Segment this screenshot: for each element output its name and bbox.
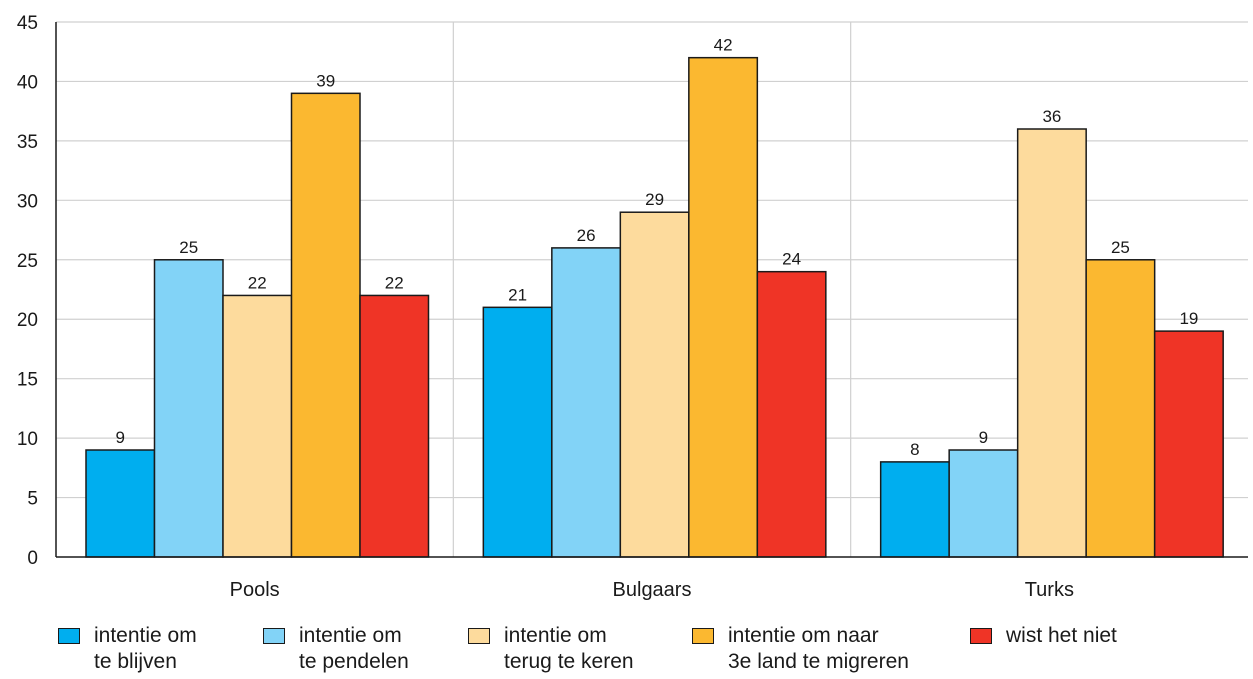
legend-swatch xyxy=(263,628,285,644)
bar xyxy=(153,259,224,558)
x-tick-label: Pools xyxy=(230,579,280,601)
legend-label: intentie om te pendelen xyxy=(299,624,409,673)
legend-label: intentie om te blijven xyxy=(94,624,197,673)
bar xyxy=(688,56,759,558)
data-label: 21 xyxy=(508,285,527,304)
legend-label: intentie om terug te keren xyxy=(504,624,634,673)
bar xyxy=(1085,259,1156,558)
y-tick-label: 15 xyxy=(17,370,38,391)
legend-item: intentie om naar 3e land te migreren xyxy=(692,623,909,675)
bar xyxy=(222,294,293,558)
y-tick-label: 40 xyxy=(17,72,38,93)
legend-label: intentie om naar 3e land te migreren xyxy=(728,624,909,673)
data-label: 8 xyxy=(910,440,919,459)
legend-swatch xyxy=(468,628,490,644)
y-tick-label: 5 xyxy=(27,489,38,510)
data-label: 9 xyxy=(116,428,125,447)
bar xyxy=(879,461,950,558)
data-label: 9 xyxy=(979,428,988,447)
legend-item: intentie om terug te keren xyxy=(468,623,634,675)
bar xyxy=(756,270,827,558)
x-axis: Pools Bulgaars Turks xyxy=(55,22,1248,601)
bar xyxy=(619,211,690,558)
x-tick-label: Bulgaars xyxy=(613,579,692,601)
legend-item: intentie om te pendelen xyxy=(263,623,409,675)
y-tick-label: 20 xyxy=(17,310,38,331)
data-label: 24 xyxy=(782,250,801,269)
legend-swatch xyxy=(692,628,714,644)
y-tick-label: 35 xyxy=(17,132,38,153)
data-label: 19 xyxy=(1179,309,1198,328)
data-label: 26 xyxy=(577,226,596,245)
bar xyxy=(482,306,553,558)
y-tick-label: 0 xyxy=(27,548,38,569)
y-axis: 0 5 10 15 20 25 30 35 40 45 xyxy=(17,13,38,569)
data-labels: 9 25 22 39 22 21 26 29 42 24 8 9 36 25 19 xyxy=(116,36,1199,459)
data-label: 42 xyxy=(714,36,733,55)
data-label: 22 xyxy=(248,273,267,292)
data-label: 39 xyxy=(316,71,335,90)
x-tick-label: Turks xyxy=(1025,579,1074,601)
bar xyxy=(948,449,1019,558)
y-tick-label: 30 xyxy=(17,191,38,212)
bar xyxy=(1016,128,1087,558)
y-tick-label: 45 xyxy=(17,13,38,34)
data-label: 29 xyxy=(645,190,664,209)
legend-item: intentie om te blijven xyxy=(58,623,197,675)
data-label: 36 xyxy=(1042,107,1061,126)
data-label: 22 xyxy=(385,273,404,292)
y-tick-label: 25 xyxy=(17,251,38,272)
data-label: 25 xyxy=(179,238,198,257)
legend-item: wist het niet xyxy=(970,623,1117,649)
legend-swatch xyxy=(970,628,992,644)
legend-swatch xyxy=(58,628,80,644)
y-tick-label: 10 xyxy=(17,429,38,450)
bar xyxy=(359,294,430,558)
legend: intentie om te blijven intentie om te pen… xyxy=(0,623,1253,679)
bar xyxy=(1153,330,1224,558)
bar xyxy=(290,92,361,558)
data-label: 25 xyxy=(1111,238,1130,257)
bars xyxy=(85,56,1224,558)
bar xyxy=(551,247,622,558)
bar xyxy=(85,449,156,558)
legend-label: wist het niet xyxy=(1006,624,1117,647)
